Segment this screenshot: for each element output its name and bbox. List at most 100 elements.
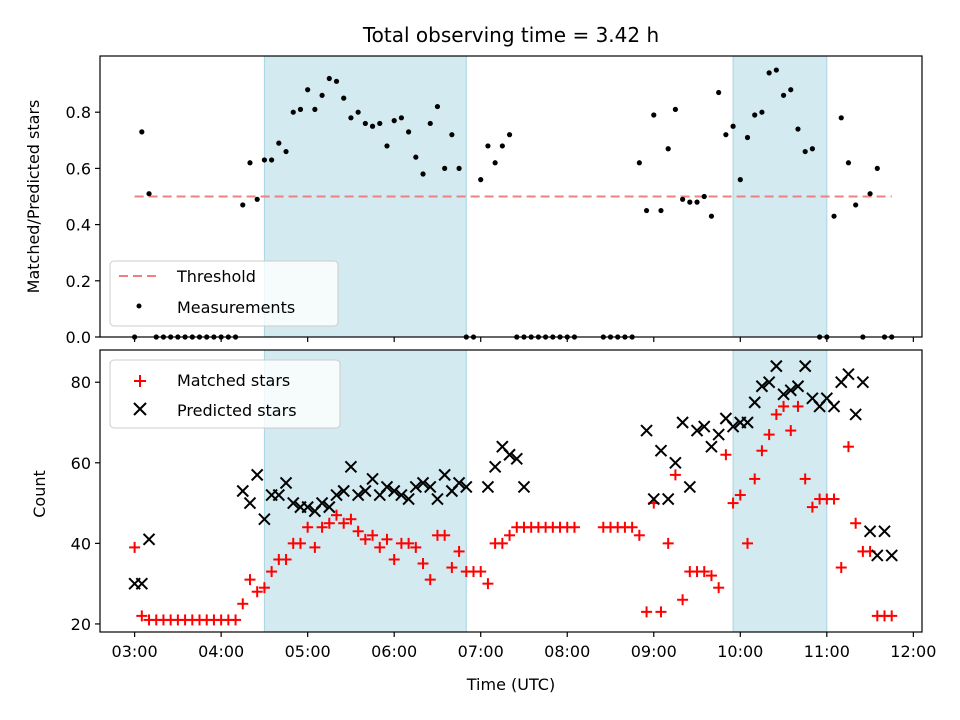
matched-star-marker xyxy=(705,570,717,582)
measurement-point xyxy=(874,165,880,171)
predicted-star-marker xyxy=(842,367,855,381)
matched-star-marker xyxy=(345,513,357,525)
measurement-point xyxy=(845,160,852,166)
predicted-star-marker xyxy=(315,496,329,510)
matched-star-marker xyxy=(475,566,487,578)
matched-star-marker xyxy=(294,537,306,549)
measurement-point xyxy=(348,115,354,121)
measurement-point xyxy=(139,129,145,135)
matched-star-marker xyxy=(785,425,797,437)
measurement-point xyxy=(377,120,383,127)
matched-star-marker xyxy=(626,521,638,533)
predicted-star-marker xyxy=(250,468,264,482)
measurement-point xyxy=(269,157,275,163)
bottom-axes-frame xyxy=(99,349,923,633)
measurement-point xyxy=(261,157,267,163)
predicted-star-marker xyxy=(380,480,394,494)
measurement-point xyxy=(341,95,347,101)
predicted-star-marker xyxy=(243,496,257,510)
measurement-point xyxy=(780,92,787,98)
matched-star-marker xyxy=(713,582,725,594)
matched-star-marker xyxy=(410,541,422,553)
measurements-legend-label: Measurements xyxy=(177,298,295,317)
measurement-point xyxy=(485,143,491,149)
predicted-star-marker xyxy=(849,408,862,421)
matched-star-marker xyxy=(496,537,508,549)
predicted-star-marker xyxy=(661,492,675,506)
bottom-y-axis-label: Count xyxy=(30,470,49,518)
predicted-star-marker xyxy=(272,488,286,502)
matched-star-marker xyxy=(734,489,746,501)
measurement-point xyxy=(802,148,808,155)
measurement-point xyxy=(391,118,397,124)
y-tick-label: 0.2 xyxy=(66,272,91,291)
measurement-point xyxy=(795,126,801,132)
predicted-star-marker xyxy=(323,500,336,514)
predicted-star-marker xyxy=(726,420,740,433)
predicted-star-marker xyxy=(424,480,437,494)
matched-star-marker xyxy=(850,517,862,529)
bottom-x-ticks: 03:00 04:00 05:00 06:00 07:00 08:00 09:00 10:00… xyxy=(112,632,936,661)
matched-star-marker xyxy=(439,529,451,541)
bottom-legend: Matched stars Predicted stars xyxy=(109,359,341,429)
matched-star-marker xyxy=(886,610,898,622)
measurement-point xyxy=(290,109,296,115)
y-tick-label: 0.8 xyxy=(66,103,91,122)
predicted-star-marker xyxy=(409,480,423,494)
measurement-point xyxy=(449,132,455,138)
measurement-point xyxy=(384,143,390,149)
y-tick-label: 20 xyxy=(71,615,91,634)
predicted-star-marker xyxy=(258,512,271,526)
measurement-point xyxy=(716,89,722,96)
measurement-point xyxy=(838,115,844,121)
matched-star-marker xyxy=(698,566,710,578)
matched-star-marker xyxy=(388,553,400,565)
measurement-point xyxy=(701,193,707,200)
measurements-legend-swatch xyxy=(136,303,142,309)
matched-star-marker xyxy=(424,574,436,586)
measurement-point xyxy=(867,191,873,197)
matched-star-marker xyxy=(403,537,415,549)
matched-star-marker xyxy=(136,610,148,622)
measurement-point xyxy=(680,196,686,202)
predicted-star-marker xyxy=(755,380,769,393)
top-panel: 0.00.20.40.60.8 Matched/Predicted stars … xyxy=(24,55,923,347)
matched-star-marker xyxy=(568,521,580,533)
measurement-point xyxy=(406,129,412,135)
matched-star-marker xyxy=(806,501,818,513)
matched-star-marker xyxy=(763,429,775,441)
predicted-star-marker xyxy=(344,460,358,474)
predicted-star-marker xyxy=(683,480,697,494)
predicted-star-marker xyxy=(698,420,711,433)
x-tick-label: 03:00 xyxy=(112,642,158,661)
predicted-star-marker xyxy=(402,492,415,506)
predicted-star-marker xyxy=(460,480,473,494)
predicted-star-marker xyxy=(452,476,466,490)
matched-star-marker xyxy=(453,545,465,557)
matched-legend-label: Matched stars xyxy=(177,371,290,390)
measurement-point xyxy=(506,132,513,138)
bottom-x-axis-label: Time (UTC) xyxy=(466,675,555,694)
predicted-star-marker xyxy=(351,488,365,502)
matched-star-marker xyxy=(641,606,653,618)
measurement-point xyxy=(737,177,743,183)
matched-star-marker xyxy=(770,408,782,420)
measurement-point xyxy=(831,213,837,219)
predicted-star-marker xyxy=(236,484,249,498)
predicted-star-marker xyxy=(510,452,523,465)
matched-star-marker xyxy=(237,598,249,610)
measurement-point xyxy=(752,112,758,118)
predicted-star-marker xyxy=(416,476,430,490)
measurement-point xyxy=(723,132,729,138)
predicted-star-marker xyxy=(135,577,149,590)
measurement-point xyxy=(456,165,462,171)
predicted-star-marker xyxy=(871,549,884,562)
predicted-star-marker xyxy=(387,484,401,498)
predicted-star-marker xyxy=(827,400,841,413)
matched-legend-swatch xyxy=(134,375,146,387)
predicted-star-marker xyxy=(770,359,783,373)
x-tick-label: 05:00 xyxy=(285,642,331,661)
matched-star-marker xyxy=(129,541,141,553)
matched-star-marker xyxy=(749,473,761,485)
